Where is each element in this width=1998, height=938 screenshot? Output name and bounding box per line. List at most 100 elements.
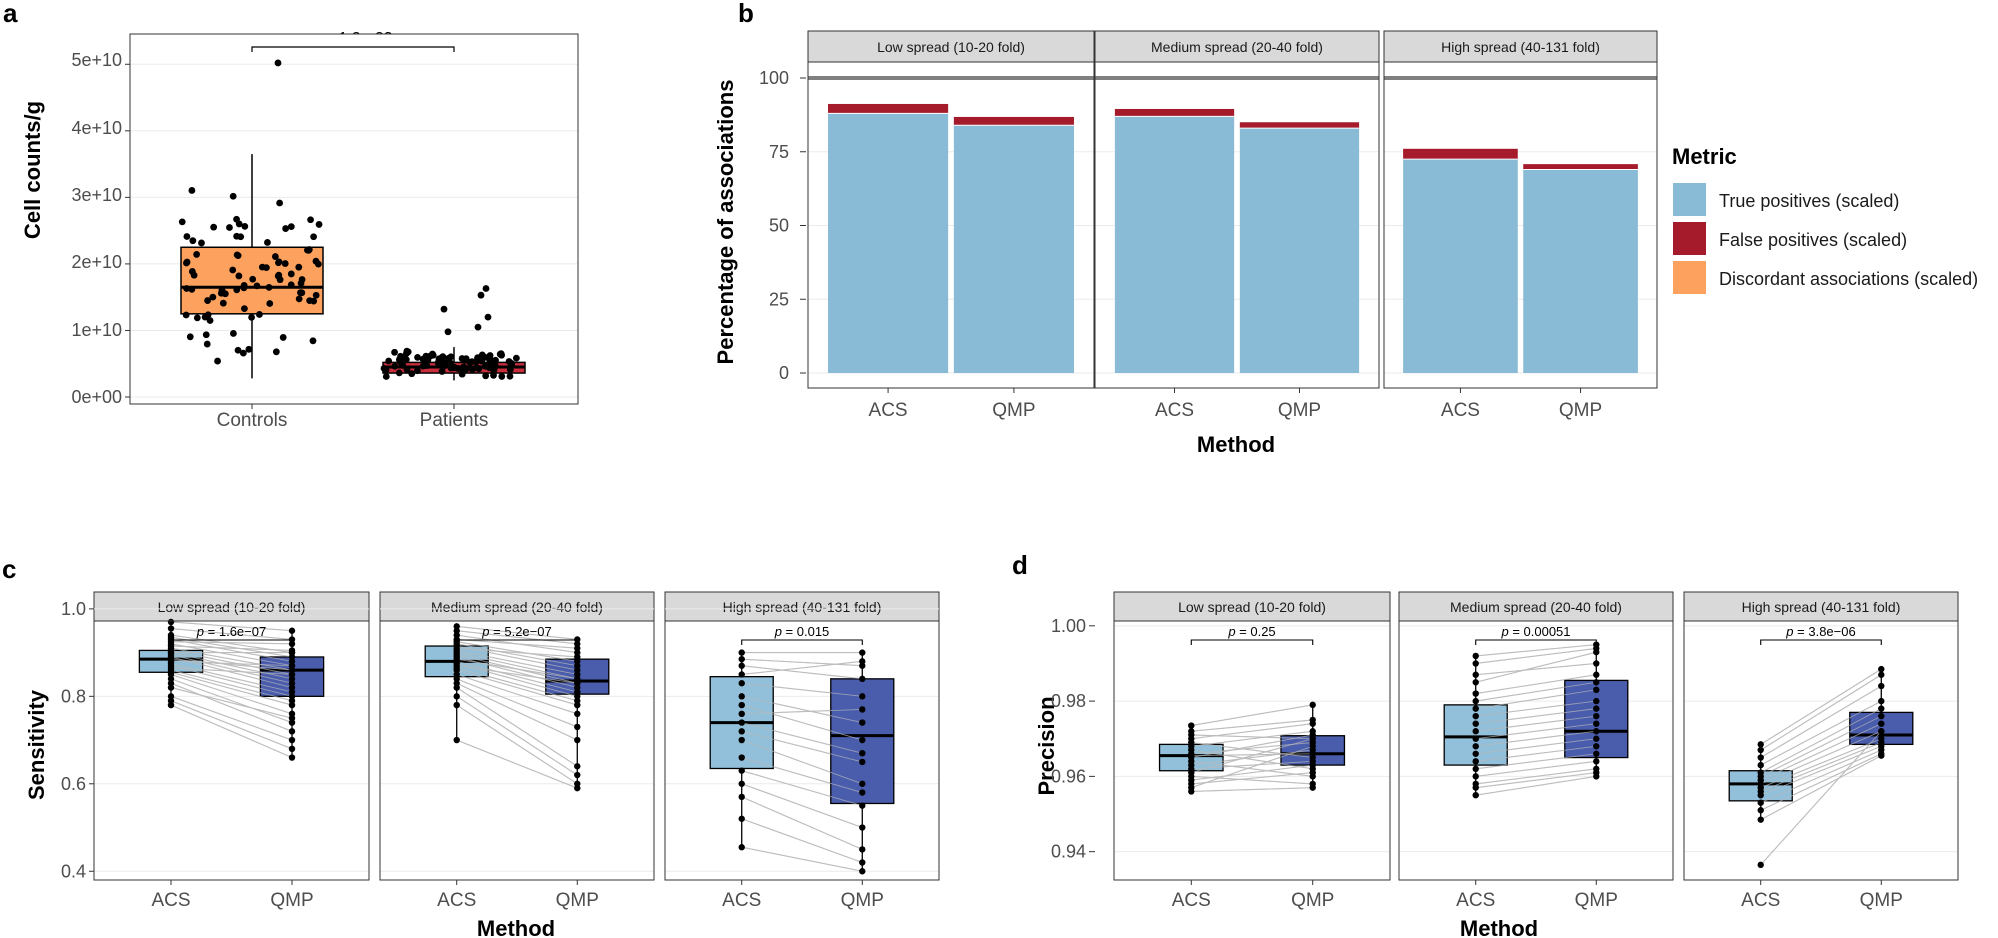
panel-b-strip <box>807 30 1095 63</box>
panel-d-pair-line <box>1475 760 1597 777</box>
panel-c-point <box>288 627 296 634</box>
panel-c-strip-label: Low spread (10-20 fold) <box>158 599 306 615</box>
panel-b-label: b <box>738 0 754 28</box>
panel-d-pair-line <box>1760 749 1882 804</box>
panel-d-pvalue-symbol: p <box>1500 624 1508 639</box>
panel-c-point <box>453 680 460 687</box>
panel-d-pair-line <box>1760 715 1882 777</box>
panel-a-point <box>310 233 317 241</box>
panel-a-point <box>256 311 263 318</box>
panel-b-xtick-label: QMP <box>1559 400 1602 421</box>
panel-c-pair-line <box>456 669 578 706</box>
panel-d: d Precision Method <box>1012 550 1538 938</box>
panel-c-pair-line <box>170 665 293 697</box>
panel-d-point <box>1593 735 1600 742</box>
panel-a-point <box>414 367 421 375</box>
panel-c-point <box>738 793 745 801</box>
panel-d-pair-line <box>1475 745 1597 762</box>
panel-a-point <box>482 372 490 380</box>
panel-c-point <box>288 688 296 696</box>
panel-d-pair-line <box>1191 760 1313 770</box>
panel-d-pair-line <box>1475 738 1597 755</box>
panel-d-pair-line <box>1475 753 1597 770</box>
panel-c-point <box>574 736 581 744</box>
panel-a-point <box>274 59 282 67</box>
panel-a-point <box>219 299 227 307</box>
panel-d-point <box>1188 722 1195 729</box>
panel-c-point <box>167 680 175 687</box>
panel-d-pair-line <box>1191 719 1313 732</box>
panel-d-point <box>1472 791 1479 799</box>
panel-c-strip <box>93 591 370 622</box>
panel-d-pvalue: p = 0.00051 <box>1500 624 1570 639</box>
panel-a-point <box>209 293 217 301</box>
panel-c-point <box>453 675 460 683</box>
panel-c-point <box>738 844 745 851</box>
panel-d-point <box>1309 720 1316 727</box>
panel-c-bracket <box>456 639 578 645</box>
panel-a-point <box>235 272 243 280</box>
panel-c-pair-line <box>741 704 863 741</box>
panel-d-point <box>1309 761 1316 769</box>
panel-d-point <box>1472 773 1479 780</box>
panel-d-point <box>1593 773 1600 780</box>
panel-c-point <box>574 671 581 678</box>
panel-d-point <box>1472 705 1479 712</box>
panel-d-pvalue-text: = 0.00051 <box>1509 624 1571 639</box>
panel-c-pair-line <box>741 783 863 828</box>
panel-a-point <box>258 263 266 271</box>
panel-c-point <box>288 701 296 709</box>
panel-d-pair-line <box>1760 674 1882 751</box>
panel-d-point <box>1878 665 1885 673</box>
panel-d-point <box>1878 697 1885 705</box>
panel-c-point <box>453 671 460 678</box>
panel-d-border <box>1113 620 1391 881</box>
panel-a-point <box>178 218 186 226</box>
panel-a-point <box>235 220 243 228</box>
panel-c-point <box>574 680 581 687</box>
panel-a-point <box>201 313 209 321</box>
panel-c-pair-line <box>170 669 293 702</box>
legend-label-false-positives: False positives (scaled) <box>1719 230 1907 250</box>
panel-d-point <box>1309 701 1316 709</box>
panel-c-pair-line <box>741 770 863 807</box>
panel-a-point <box>287 281 295 289</box>
panel-b-strip <box>1383 30 1658 63</box>
panel-c-point <box>738 693 745 700</box>
panel-d-point <box>1472 784 1479 791</box>
panel-c-point <box>859 846 866 853</box>
panel-c-point <box>859 868 866 875</box>
panel-c-point <box>738 728 745 735</box>
panel-d-pair-line <box>1760 708 1882 774</box>
panel-d-pair-line <box>1191 753 1313 757</box>
panel-d-point <box>1593 686 1600 694</box>
panel-c-pair-line <box>741 739 863 785</box>
panel-c-strip-label: High spread (40-131 fold) <box>723 599 882 615</box>
panel-b-bar-true-positives <box>1403 159 1518 373</box>
panel-d-point <box>1757 807 1764 814</box>
legend-swatch-false-positives <box>1673 222 1706 255</box>
panel-a-point <box>264 239 271 246</box>
panel-d-bracket <box>1190 639 1314 645</box>
panel-d-pvalue-symbol: p <box>1785 624 1793 639</box>
panel-c-pair-line <box>456 643 578 667</box>
panel-a-point <box>233 251 241 259</box>
panel-d-point <box>1593 705 1600 712</box>
panel-c-xlabel: Method <box>477 916 555 938</box>
panel-c-pair-line <box>170 641 293 645</box>
panel-c-pair-line <box>170 647 293 671</box>
panel-d-point <box>1309 735 1316 742</box>
panel-c-point <box>859 802 866 809</box>
panel-a-ytick-label: 0e+00 <box>71 387 122 407</box>
panel-a-point <box>391 362 399 370</box>
panel-c-point <box>453 684 460 691</box>
panel-d-pair-line <box>1191 730 1313 747</box>
panel-a-xtick-controls: Controls <box>217 410 288 431</box>
panel-d-pair-line <box>1760 742 1882 792</box>
panel-a-point <box>287 270 295 278</box>
panel-c-ytick-label: 0.4 <box>61 861 86 881</box>
panel-d-pair-line <box>1475 674 1597 695</box>
panel-c-point <box>288 719 296 726</box>
panel-a-point <box>282 225 290 232</box>
panel-a-point <box>395 369 403 377</box>
